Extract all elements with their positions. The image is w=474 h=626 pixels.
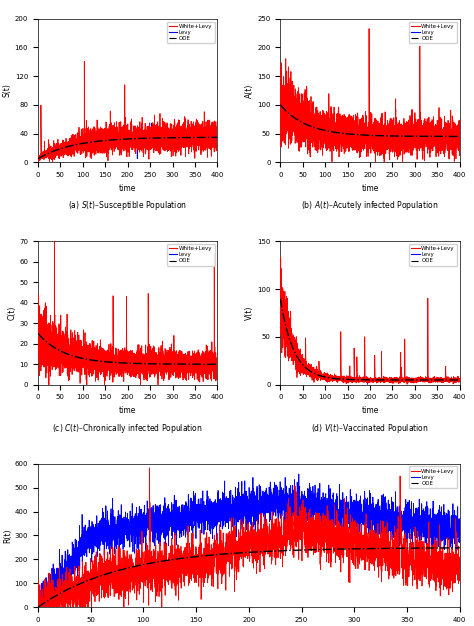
Y-axis label: R(t): R(t): [3, 528, 12, 543]
Legend: White+Levy, Levy, ODE: White+Levy, Levy, ODE: [409, 244, 457, 265]
X-axis label: time: time: [361, 406, 379, 415]
Y-axis label: A(t): A(t): [245, 83, 254, 98]
Title: (c) $C(t)$–Chronically infected Population: (c) $C(t)$–Chronically infected Populati…: [52, 422, 203, 434]
Title: (a) $S(t)$–Susceptible Population: (a) $S(t)$–Susceptible Population: [68, 199, 187, 212]
Legend: White+Levy, Levy, ODE: White+Levy, Levy, ODE: [167, 21, 215, 43]
Y-axis label: C(t): C(t): [8, 306, 17, 320]
X-axis label: time: time: [119, 406, 137, 415]
X-axis label: time: time: [119, 183, 137, 193]
Legend: White+Levy, Levy, ODE: White+Levy, Levy, ODE: [409, 21, 457, 43]
Legend: White+Levy, Levy, ODE: White+Levy, Levy, ODE: [409, 466, 457, 488]
Y-axis label: V(t): V(t): [245, 306, 254, 320]
Y-axis label: S(t): S(t): [3, 84, 12, 98]
X-axis label: time: time: [361, 183, 379, 193]
Title: (b) $A(t)$–Acutely infected Population: (b) $A(t)$–Acutely infected Population: [301, 199, 439, 212]
Title: (d) $V(t)$–Vaccinated Population: (d) $V(t)$–Vaccinated Population: [311, 422, 429, 434]
Legend: White+Levy, Levy, ODE: White+Levy, Levy, ODE: [167, 244, 215, 265]
